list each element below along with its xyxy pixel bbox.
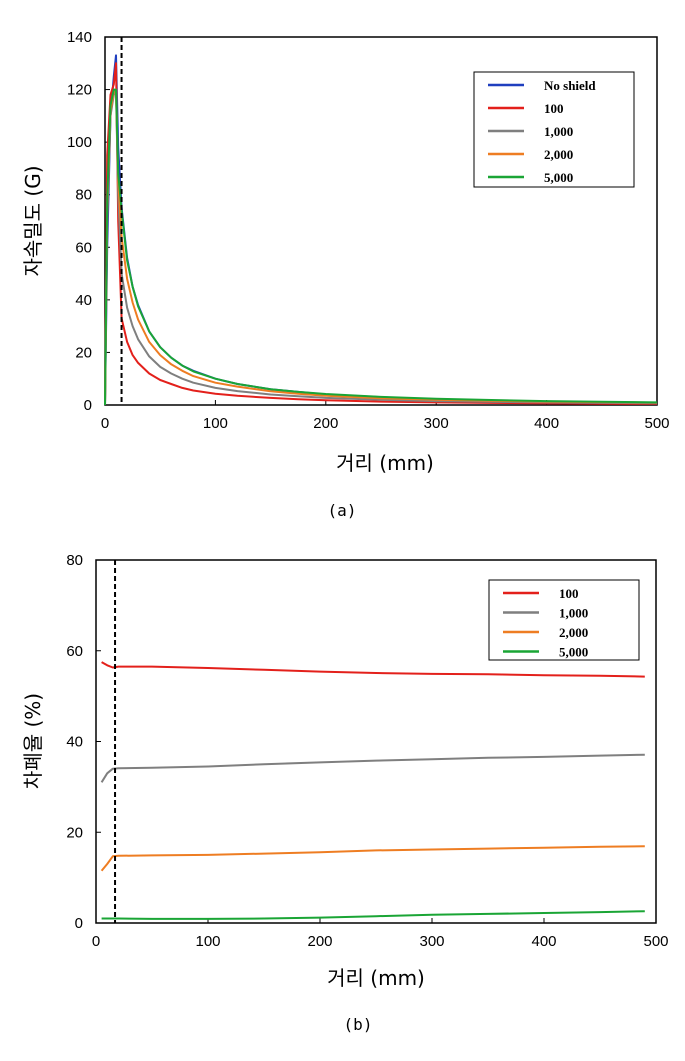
legend-label: 1,000: [559, 606, 588, 621]
legend-label: No shield: [544, 78, 596, 93]
y-tick-label: 40: [75, 292, 92, 309]
x-tick-label: 400: [534, 415, 559, 432]
y-tick-label: 0: [75, 915, 83, 932]
x-tick-label: 200: [313, 415, 338, 432]
y-tick-label: 100: [67, 134, 92, 151]
y-tick-label: 80: [66, 552, 83, 569]
x-tick-label: 100: [195, 933, 220, 950]
series-line-1: [101, 661, 645, 678]
legend-label: 5,000: [544, 170, 573, 185]
caption-a: (a): [328, 501, 357, 520]
legend-label: 100: [544, 101, 564, 116]
y-axis-label-a: 자속밀도 (G): [21, 165, 45, 276]
series-line-3: [100, 845, 645, 872]
series-line-5: [104, 88, 658, 406]
chart-b: 0 100 200 300 400 500 0 20 40 60 80 거리 (mm) 차폐율 (%…: [21, 552, 669, 1034]
x-tick-label: 500: [644, 415, 669, 432]
x-tick-label: 400: [531, 933, 556, 950]
y-tick-label: 20: [75, 344, 92, 361]
legend-label: 2,000: [559, 625, 588, 640]
x-tick-label: 500: [643, 933, 668, 950]
x-tick-label: 0: [101, 415, 109, 432]
x-axis-label-a: 거리 (mm): [336, 451, 434, 475]
y-tick-label: 40: [66, 734, 83, 751]
x-tick-label: 300: [424, 415, 449, 432]
x-tick-label: 100: [203, 415, 228, 432]
y-tick-label: 60: [75, 239, 92, 256]
y-axis-label-b: 차폐율 (%): [21, 693, 45, 789]
legend-label: 2,000: [544, 147, 573, 162]
legend-a: No shield 100 1,000 2,000 5,000: [473, 71, 635, 188]
y-tick-label: 140: [67, 29, 92, 46]
series-group-b: [100, 661, 645, 920]
legend-label: 100: [559, 586, 579, 601]
series-line-4: [101, 910, 645, 920]
chart-a: 0 100 200 300 400 500 0 20 40 60 80 100 120 140 거리 (m…: [21, 29, 670, 520]
x-tick-label: 300: [419, 933, 444, 950]
y-tick-label: 0: [84, 397, 92, 414]
legend-b: 100 1,000 2,000 5,000: [488, 579, 640, 661]
y-tick-label: 60: [66, 643, 83, 660]
series-group-a: [104, 54, 658, 406]
y-tick-label: 120: [67, 82, 92, 99]
series-line-2: [100, 753, 645, 783]
legend-box-a: [473, 71, 635, 188]
caption-b: (b): [344, 1015, 373, 1034]
y-tick-label: 20: [66, 824, 83, 841]
legend-label: 5,000: [559, 645, 588, 660]
x-tick-label: 200: [307, 933, 332, 950]
x-tick-label: 0: [92, 933, 100, 950]
y-tick-label: 80: [75, 187, 92, 204]
tick-group-b: 0 100 200 300 400 500 0 20 40 60 80: [66, 552, 668, 950]
legend-label: 1,000: [544, 124, 573, 139]
plot-area-a: [104, 36, 658, 406]
x-axis-label-b: 거리 (mm): [327, 966, 425, 990]
